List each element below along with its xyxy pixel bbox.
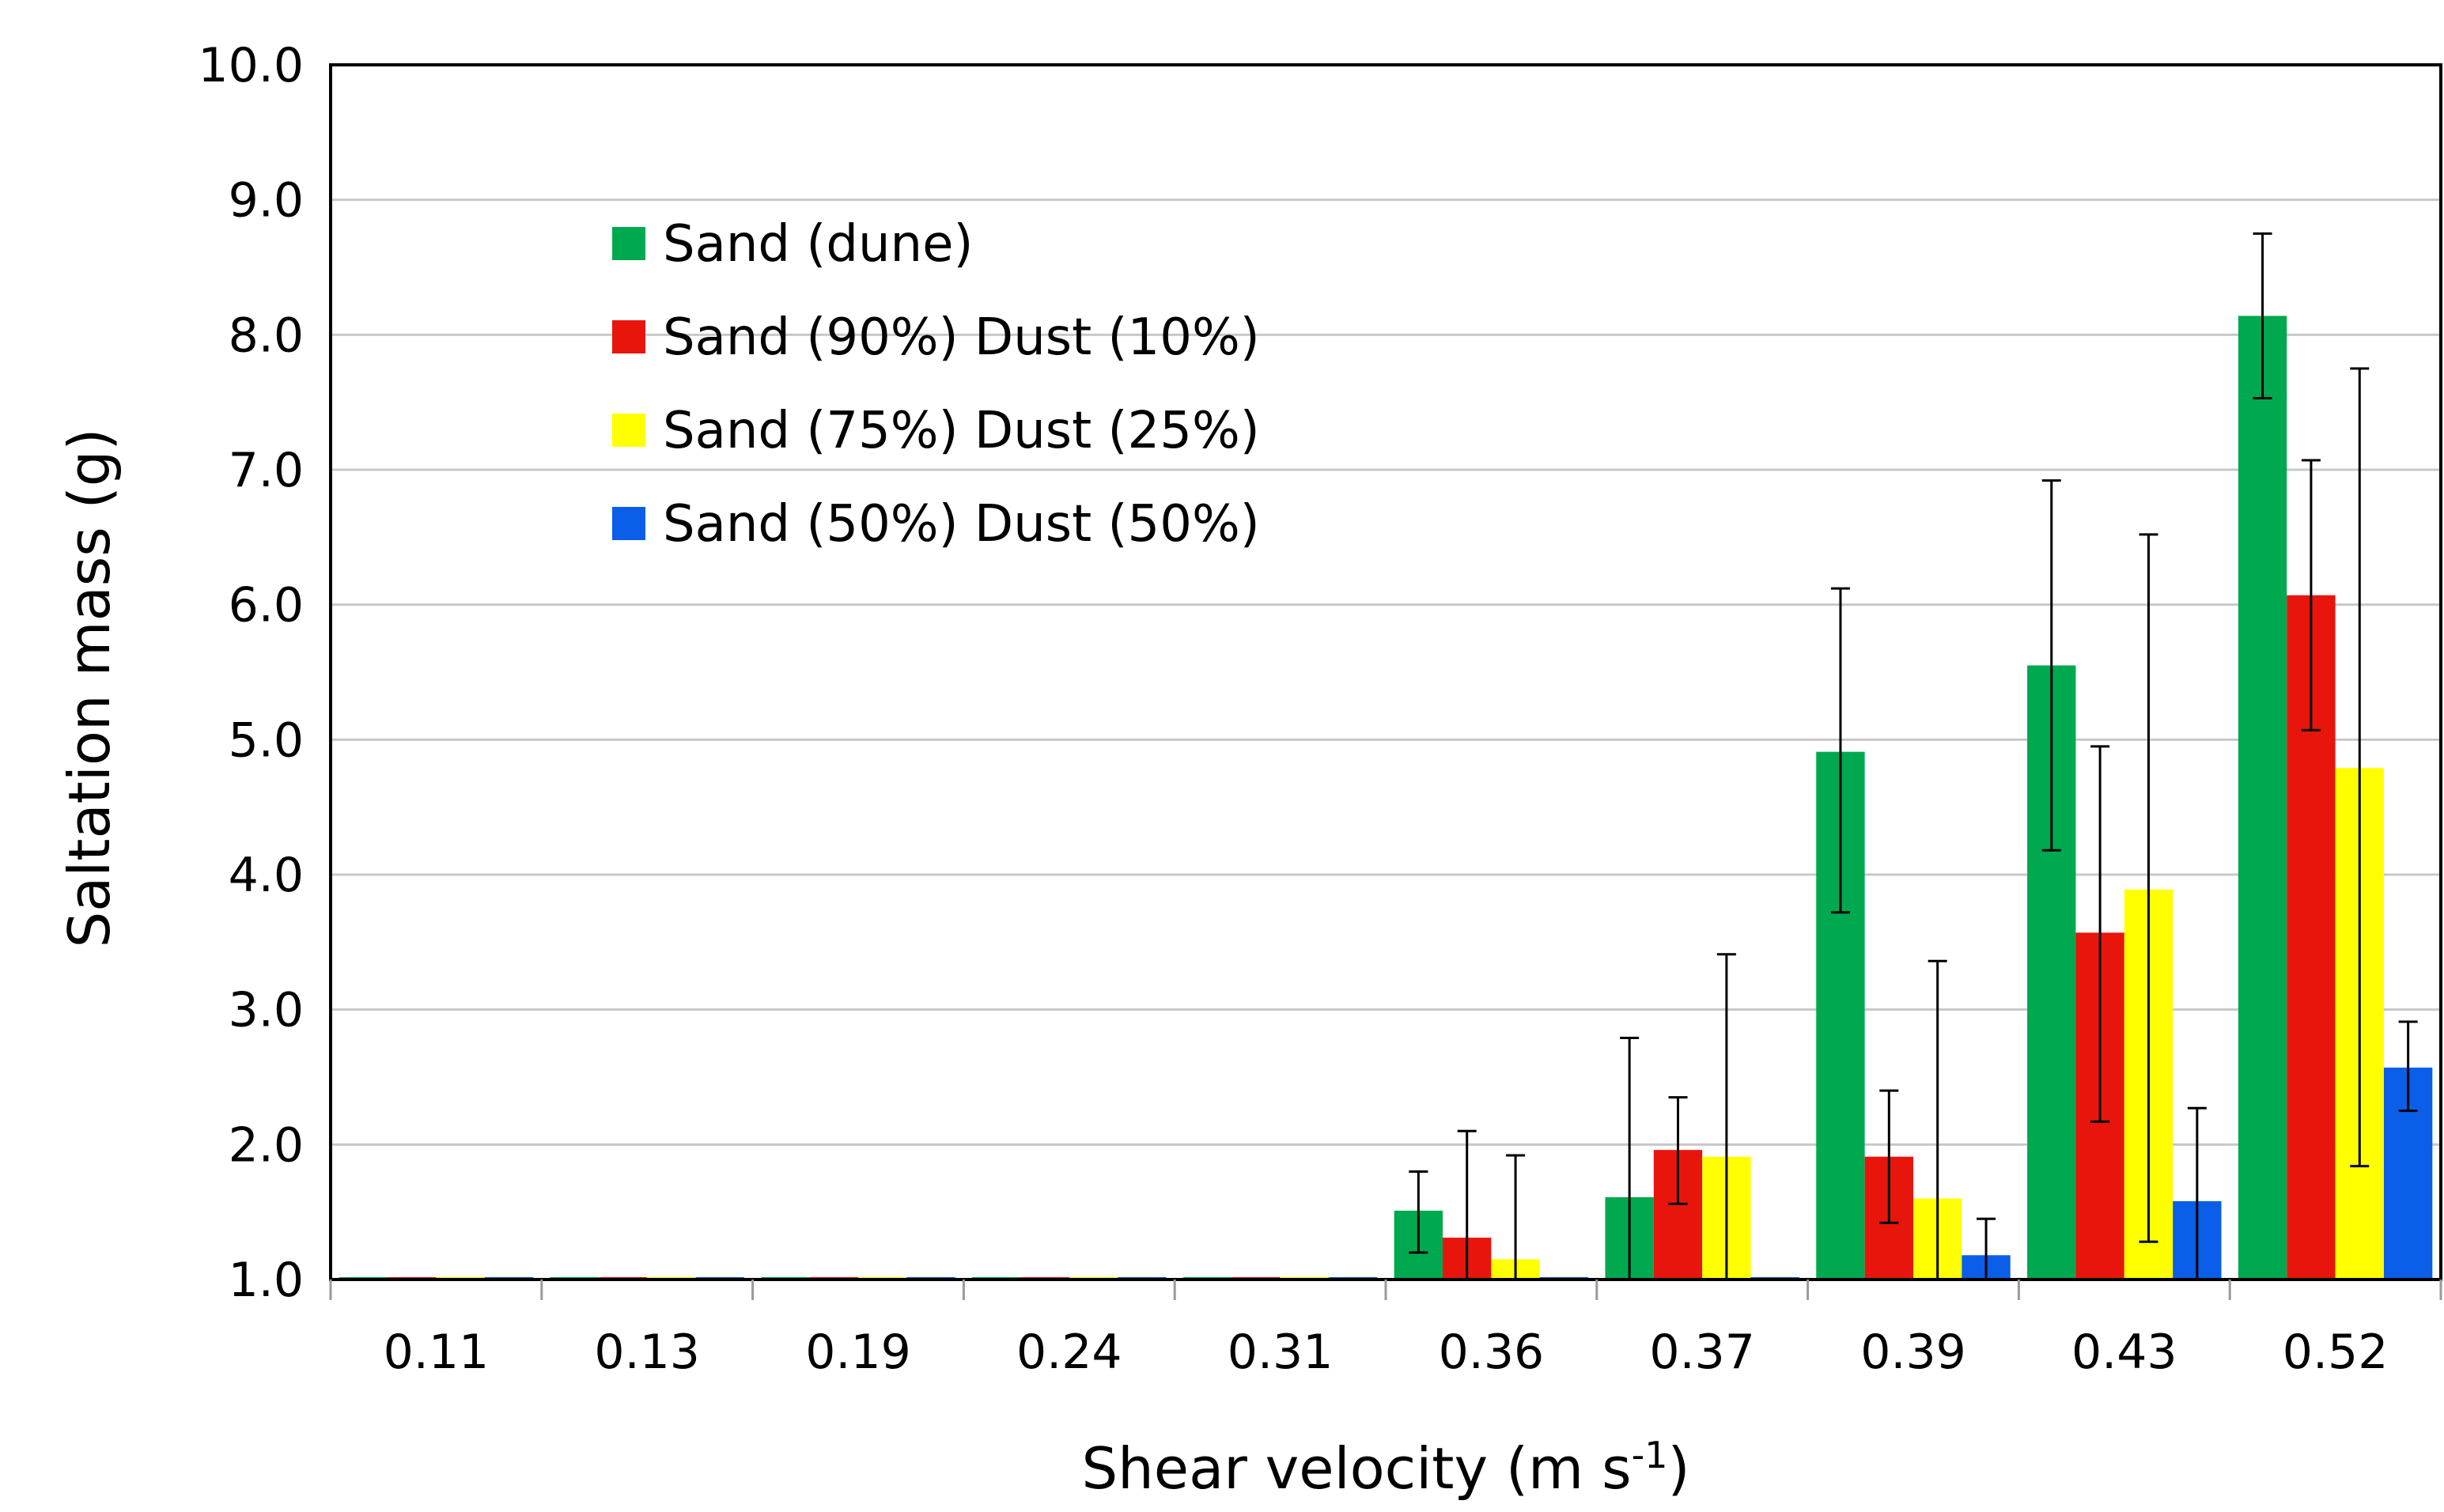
x-tick-label: 0.43: [2071, 1325, 2177, 1380]
legend-swatch: [612, 227, 645, 260]
x-tick-label: 0.37: [1649, 1325, 1755, 1380]
x-axis-title-main: Shear velocity (m s: [1081, 1435, 1631, 1502]
bar: [2238, 316, 2287, 1280]
y-tick-label: 10.0: [198, 38, 304, 93]
legend-label: Sand (dune): [663, 215, 973, 274]
x-axis-title-suffix: ): [1667, 1435, 1689, 1502]
y-tick-label: 7.0: [229, 443, 304, 498]
x-tick-label: 0.36: [1439, 1325, 1545, 1380]
legend: Sand (dune) Sand (90%) Dust (10%) Sand (75…: [612, 215, 1260, 554]
x-tick-label: 0.39: [1860, 1325, 1966, 1380]
y-tick-label: 6.0: [229, 578, 304, 633]
legend-label: Sand (90%) Dust (10%): [663, 308, 1260, 367]
legend-label: Sand (50%) Dust (50%): [663, 495, 1260, 554]
y-axis-ticks: 1.0 2.0 3.0 4.0 5.0 6.0 7.0 8.0 9.0 10.0: [198, 38, 304, 1308]
legend-swatch: [612, 414, 645, 447]
legend-label: Sand (75%) Dust (25%): [663, 402, 1260, 460]
legend-swatch: [612, 507, 645, 540]
x-axis-ticks: 0.11 0.13 0.19 0.24 0.31 0.36 0.37 0.39 0.43 0.52: [329, 1280, 2442, 1380]
x-axis-title-superscript: -1: [1632, 1434, 1668, 1476]
x-tick-label: 0.52: [2283, 1325, 2389, 1380]
x-axis-title: Shear velocity (m s-1): [1081, 1434, 1689, 1502]
y-axis-title: Saltation mass (g): [56, 428, 123, 947]
x-tick-label: 0.31: [1228, 1325, 1334, 1380]
x-tick-label: 0.13: [594, 1325, 700, 1380]
legend-swatch: [612, 320, 645, 353]
y-tick-label: 1.0: [229, 1253, 304, 1308]
error-bars: [1409, 232, 2418, 1281]
bars: [339, 316, 2433, 1280]
y-tick-label: 8.0: [229, 308, 304, 363]
x-tick-label: 0.19: [805, 1325, 911, 1380]
x-tick-label: 0.24: [1016, 1325, 1122, 1380]
y-tick-label: 4.0: [229, 848, 304, 903]
x-tick-label: 0.11: [384, 1325, 490, 1380]
y-tick-label: 3.0: [229, 983, 304, 1038]
y-tick-label: 9.0: [229, 173, 304, 229]
y-tick-label: 2.0: [229, 1117, 304, 1173]
y-tick-label: 5.0: [229, 713, 304, 768]
